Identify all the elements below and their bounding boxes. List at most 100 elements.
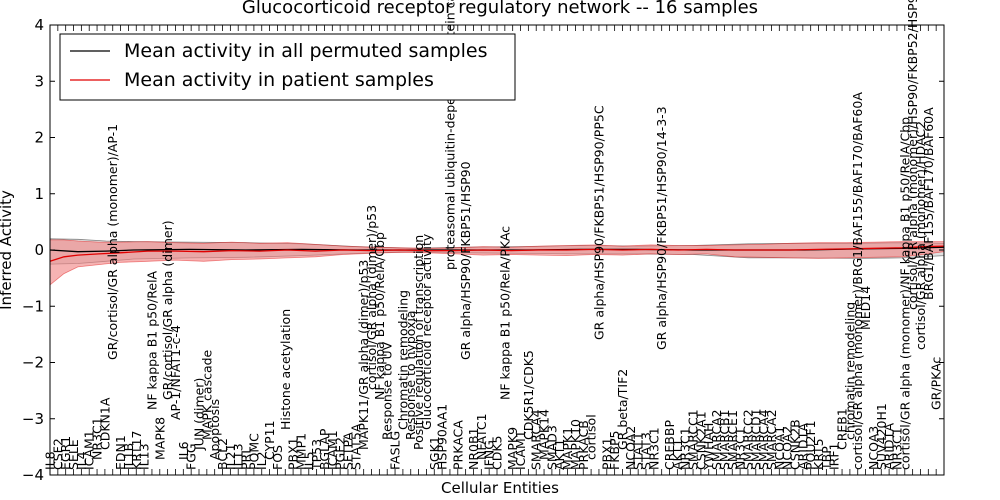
entity-label: SMARCE1	[725, 410, 740, 470]
entity-label: IL21	[223, 443, 238, 470]
entity-label: GR/cortisol/GR alpha (monomer)/AP-1	[105, 124, 120, 360]
entity-label: NCOA3	[866, 426, 881, 470]
entity-label: PRKACA	[450, 420, 465, 470]
entity-label: SMARCA4	[529, 409, 544, 470]
entity-label: MAPK1	[560, 427, 575, 470]
entity-label: CSNK2B	[788, 419, 803, 470]
entity-label: ICAM1	[82, 430, 97, 470]
lines-layer	[49, 245, 945, 262]
entity-label: CSNK2A1	[693, 411, 708, 470]
y-tick-label: 4	[34, 16, 44, 34]
entity-label: Apoptosis	[207, 399, 222, 460]
entity-label: HSP90AA1	[435, 404, 450, 470]
entity-label: SMARCC1	[686, 409, 701, 470]
entity-label: YWHAH	[701, 423, 716, 471]
entity-label: CDK5R1/CDK5	[521, 350, 536, 440]
entity-label: NFATC1	[474, 413, 489, 460]
entity-label: SMARCB1	[717, 409, 732, 470]
entity-label: CDK5	[490, 435, 505, 470]
entity-label: BRG1/BAF155/BAF170/BAF60A	[921, 107, 936, 300]
entity-label: GR/PKAc	[929, 357, 944, 410]
entity-label: ARID1A	[795, 422, 810, 470]
entity-label: SMARCD1	[748, 408, 763, 470]
entity-label: IL13	[231, 443, 246, 470]
entity-label: MAPK9	[505, 427, 520, 470]
entity-label: PBX1	[286, 437, 301, 470]
entity-label: GR/cortisol/GR alpha (dimer)	[160, 220, 175, 400]
entity-label: MAPK cascade	[199, 349, 214, 440]
entity-label: chromatin remodeling	[842, 302, 857, 440]
y-axis-layer: −4 −3 −2 −1 0 1 2 3 4	[22, 16, 944, 484]
entity-label: PBX1	[599, 437, 614, 470]
y-tick-label: 3	[34, 72, 44, 90]
entity-label: SMAD3	[544, 425, 559, 470]
entity-label: ARID1A	[882, 422, 897, 470]
entity-label: IRF1	[827, 442, 842, 470]
entity-label: NCOA2	[623, 426, 638, 470]
y-tick-label: −2	[22, 354, 44, 372]
entity-label: NR3C1	[646, 427, 661, 470]
entity-labels-layer: IL8CSF2EGR1SELEIL4ICAM1NR3C1CDKN1AGR/cor…	[43, 0, 944, 471]
entity-label: cortisol/GR alpha (monomer)/BRG1/BAF155/…	[850, 92, 865, 470]
entity-label: Glucocorticoid receptor activity	[419, 233, 434, 430]
entity-label: GR alpha/HSP90/FKBP51/HSP90	[458, 161, 473, 360]
entity-label: cortisol/GR alpha (dimer)/p53	[364, 205, 379, 390]
entity-label: NF kappa B1 p50/RelA	[144, 270, 159, 410]
entity-label: KRT5	[811, 438, 826, 470]
entity-label: Response to UV	[380, 341, 395, 440]
y-tick-label: 0	[34, 241, 44, 259]
entity-label: STAT3	[639, 432, 654, 470]
entity-label: FOS	[270, 445, 285, 470]
entity-label: Chromatin remodeling	[395, 290, 410, 430]
entity-label: FKBP5	[607, 431, 622, 470]
legend-box	[59, 33, 516, 101]
y-axis-label: Inferred Activity	[0, 190, 15, 310]
entity-label: SMARCA2	[709, 409, 724, 470]
entity-label: NF kappa B1 p50/RelA/PKAc	[497, 226, 512, 400]
entity-label: IL6	[176, 441, 191, 460]
chart-title: Glucocorticoid receptor regulatory netwo…	[242, 0, 758, 18]
entity-label: cortisol	[584, 414, 599, 460]
entity-label: JUN (dimer)	[192, 378, 207, 451]
entity-label: PRKACB	[576, 420, 591, 470]
entity-label: SFTPA	[341, 432, 356, 470]
entity-label: cortisol/GR alpha (monomer)/NF kappa B1 …	[897, 117, 912, 470]
entity-label: AKT1	[670, 439, 685, 470]
legend: Mean activity in all permuted samples Me…	[59, 33, 516, 101]
entity-label: NR3C1	[889, 427, 904, 470]
entity-label: AKT1	[552, 439, 567, 470]
entity-label: NR3C1	[90, 417, 105, 460]
entity-label: EDN1	[113, 435, 128, 470]
entity-label: CYP11	[262, 420, 277, 460]
entity-label: MAPK8	[152, 417, 167, 460]
entity-label: CSF2	[50, 438, 65, 470]
entity-label: TBP	[819, 446, 834, 471]
legend-label-permuted: Mean activity in all permuted samples	[124, 40, 487, 62]
entity-label: Positive regulation of transcription	[411, 235, 426, 450]
entity-label: NR3C1	[733, 427, 748, 470]
entity-label: STAT5A	[348, 423, 363, 470]
y-tick-label: 1	[34, 185, 44, 203]
entity-label: NR0B1	[466, 427, 481, 470]
entity-label: cortisol/GR alpha (monomer)/HDAC2	[913, 121, 928, 350]
entity-label: GR alpha/HSP90/FKBP51/HSP90/14-3-3	[654, 106, 669, 350]
entity-label: IL13	[137, 443, 152, 470]
x-axis-label: Cellular Entities	[441, 479, 559, 497]
entity-label: SUV420H1	[874, 403, 889, 470]
patient-mean-line	[49, 245, 945, 262]
entity-label: NF kappa B1 p50/RelA/Cbp	[372, 232, 387, 400]
entity-label: Histone acetylation	[278, 309, 293, 430]
y-tick-label: −3	[22, 410, 44, 428]
entity-label: SELE	[66, 439, 81, 470]
entity-label: FASLG	[388, 431, 403, 470]
entity-label: BGLAP	[317, 428, 332, 470]
y-tick-label: −1	[22, 297, 44, 315]
entity-label: MAPK14	[537, 409, 552, 460]
entity-label: SMARCA4	[756, 409, 771, 470]
x-ticks-layer	[49, 25, 937, 475]
plot-frame	[49, 24, 945, 476]
entity-label: POMC	[246, 433, 261, 470]
entity-label: CREB1	[835, 408, 850, 450]
y-tick-label: 2	[34, 129, 44, 147]
entity-label: MAPK11/GR alpha (dimer)/p53	[356, 260, 371, 450]
